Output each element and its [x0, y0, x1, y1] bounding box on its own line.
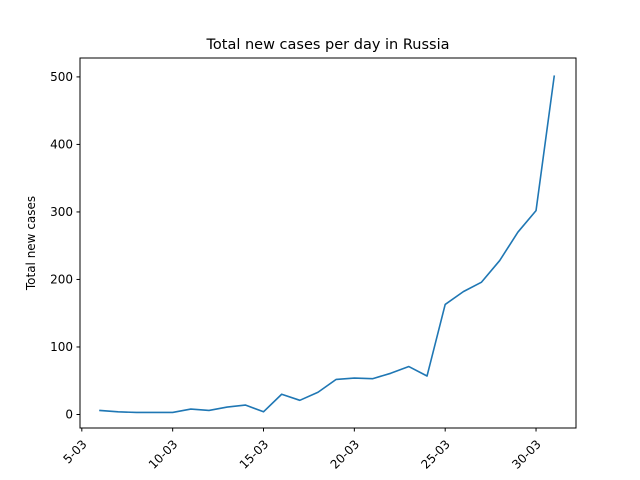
x-tick-label: 25-03	[418, 437, 453, 472]
y-tick-label: 200	[50, 272, 73, 286]
plot-frame	[79, 57, 577, 429]
y-tick-label: 300	[50, 205, 73, 219]
y-tick-label: 0	[65, 407, 73, 421]
x-tick-label: 20-03	[328, 437, 363, 472]
y-tick-label: 100	[50, 340, 73, 354]
series-line	[99, 75, 556, 414]
x-tick-label: 15-03	[237, 437, 272, 472]
x-tick-label: 10-03	[146, 437, 181, 472]
y-tick-label: 500	[50, 70, 73, 84]
x-tick-label: 30-03	[509, 437, 544, 472]
chart-title: Total new cases per day in Russia	[206, 37, 450, 53]
x-tick-label: 5-03	[60, 437, 89, 466]
y-axis-title: Total new cases	[24, 196, 38, 291]
plot-area: 0 100 200 300 400 500 5-03 10-03 15-03 20-03 25-03…	[50, 70, 556, 472]
y-tick-label: 400	[50, 137, 73, 151]
